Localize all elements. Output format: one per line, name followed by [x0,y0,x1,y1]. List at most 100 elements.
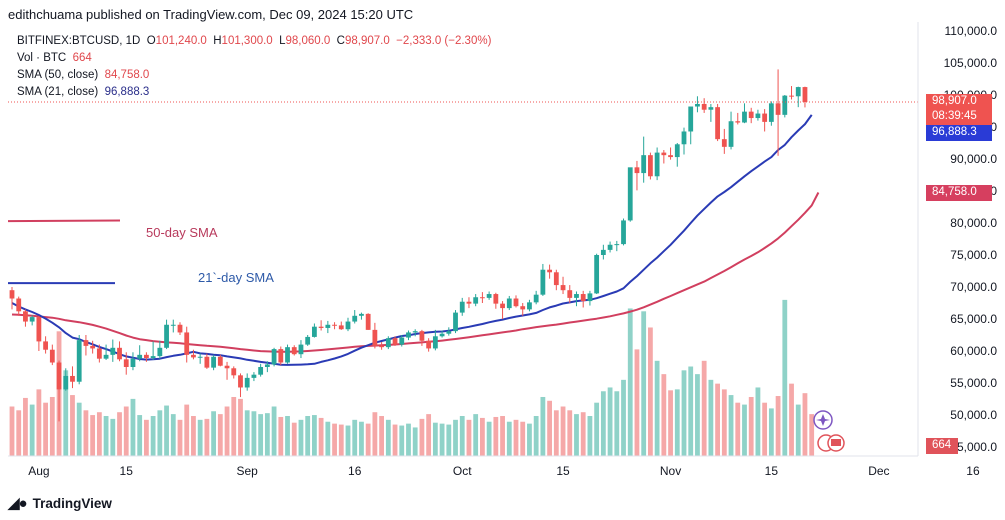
candle-body [231,368,237,376]
volume-bar [439,423,445,456]
volume-bar [36,389,42,456]
volume-bar [513,419,519,456]
volume-bar [594,402,600,456]
candle-body [701,103,707,110]
candle-body [728,121,734,147]
candle-body [513,298,519,307]
volume-bar [634,349,640,456]
volume-bar [338,424,344,456]
volume-bar [332,423,337,456]
legend-symbol[interactable]: BITFINEX:BTCUSD, 1D [17,35,141,47]
volume-bar [399,425,405,456]
volume-bar [453,419,458,456]
volume-bar [648,327,653,456]
x-tick-label: 15 [119,464,133,478]
volume-bar [117,412,122,456]
candle-body [473,297,479,304]
candle-body [688,106,694,132]
candle-body [486,294,492,298]
footer-brand-label: TradingView [32,495,112,511]
tradingview-logo-icon: ◢● [8,495,28,512]
volume-bar [359,421,364,456]
legend-close: 98,907.0 [344,35,390,47]
volume-bar [325,421,331,456]
candle-body [318,326,324,328]
candle-body [527,302,532,310]
candle-body [500,303,505,309]
candle-body [721,139,727,147]
volume-bar [29,404,35,456]
candle-body [533,294,539,303]
legend-sma50-label: SMA (50, close) [17,69,99,81]
volume-bar [486,421,492,456]
volume-bar [217,414,223,456]
volume-bar [164,405,169,456]
news-marker-icon [817,434,845,452]
volume-bar [789,383,794,456]
volume-bar [352,419,358,456]
volume-bar [123,406,129,456]
candle-body [184,332,190,355]
volume-bar [768,408,774,456]
legend-volume-row[interactable]: Vol · BTC 664 [17,52,92,64]
x-tick-label: 16 [348,464,362,478]
volume-bar [500,416,505,456]
candle-body [641,155,647,174]
candle-body [325,324,331,328]
candle-body [748,111,754,119]
volume-bar [681,370,687,456]
volume-bar [802,393,808,456]
candle-body [399,337,405,345]
volume-bar [365,423,371,456]
candle-body [23,311,28,322]
volume-bar [150,416,156,456]
candle-body [9,290,15,299]
legend-high-label: H [213,35,222,47]
candle-body [224,365,230,369]
volume-bar [641,311,647,456]
legend-open: 101,240.0 [155,35,207,47]
candle-body [802,87,808,102]
volume-bar [782,299,788,456]
volume-bar [16,410,22,456]
candle-body [217,356,223,366]
candle-body [379,345,384,348]
publisher-header: edithchuama published on TradingView.com… [8,7,414,22]
volume-bar [251,411,257,456]
volume-bar [762,402,768,456]
candle-body [96,348,102,359]
volume-bar [432,422,438,456]
candle-body [594,255,600,294]
sma21-price-tag: 96,888.3 [926,125,992,141]
volume-bar [567,410,573,456]
candle-body [197,356,203,358]
volume-bar [748,396,754,456]
volume-bar [426,414,432,456]
last-price-value: 98,907.0 [932,95,977,107]
candle-body [540,269,546,295]
candle-body [150,356,156,359]
volume-bar [177,419,183,456]
candle-body [446,331,452,334]
candle-body [520,306,526,310]
volume-bar [580,412,586,456]
legend-sma21-row[interactable]: SMA (21, close) 96,888.3 [17,86,149,98]
volume-bar [298,419,304,456]
volume-bar [560,406,566,456]
candle-body [674,144,680,158]
candle-body [332,324,337,326]
candle-body [439,333,445,337]
legend-volume-label: Vol · BTC [17,52,67,64]
y-tick-label: 110,000.0 [944,24,998,38]
footer-brand[interactable]: ◢● TradingView [8,494,112,512]
legend-sma50-row[interactable]: SMA (50, close) 84,758.0 [17,69,149,81]
candle-body [43,341,48,350]
sma21-line [11,114,813,366]
y-tick-label: 60,000.0 [950,344,997,358]
candle-body [83,340,89,346]
candle-body [768,103,774,122]
x-tick-label: 16 [966,464,980,478]
candle-body [285,347,290,363]
candle-body [123,359,129,367]
